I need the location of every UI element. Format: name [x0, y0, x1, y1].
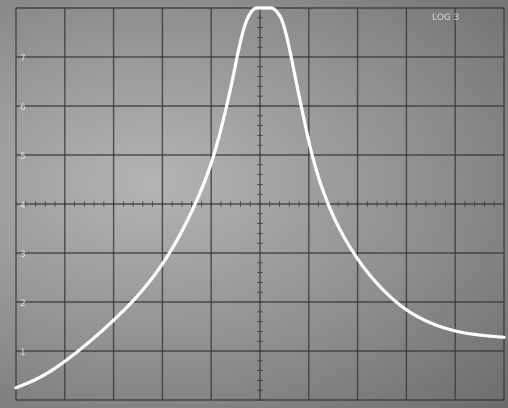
graticule-label: 7 [20, 54, 26, 64]
signal-trace-layer [14, 6, 506, 390]
graticule-label: 1 [20, 348, 26, 358]
graticule-label: 5 [20, 152, 26, 162]
graticule-label: 6 [20, 103, 26, 113]
graticule-labels: 7 6 5 4 3 2 1 LOG 3 [20, 13, 459, 358]
graticule-label: 4 [20, 201, 26, 211]
graticule-label: 3 [20, 250, 26, 260]
signal-trace-line [14, 6, 506, 390]
graticule-minor-ticks [15, 7, 505, 401]
corner-label-top-right: LOG 3 [432, 13, 459, 23]
graticule-label: 2 [20, 299, 26, 309]
